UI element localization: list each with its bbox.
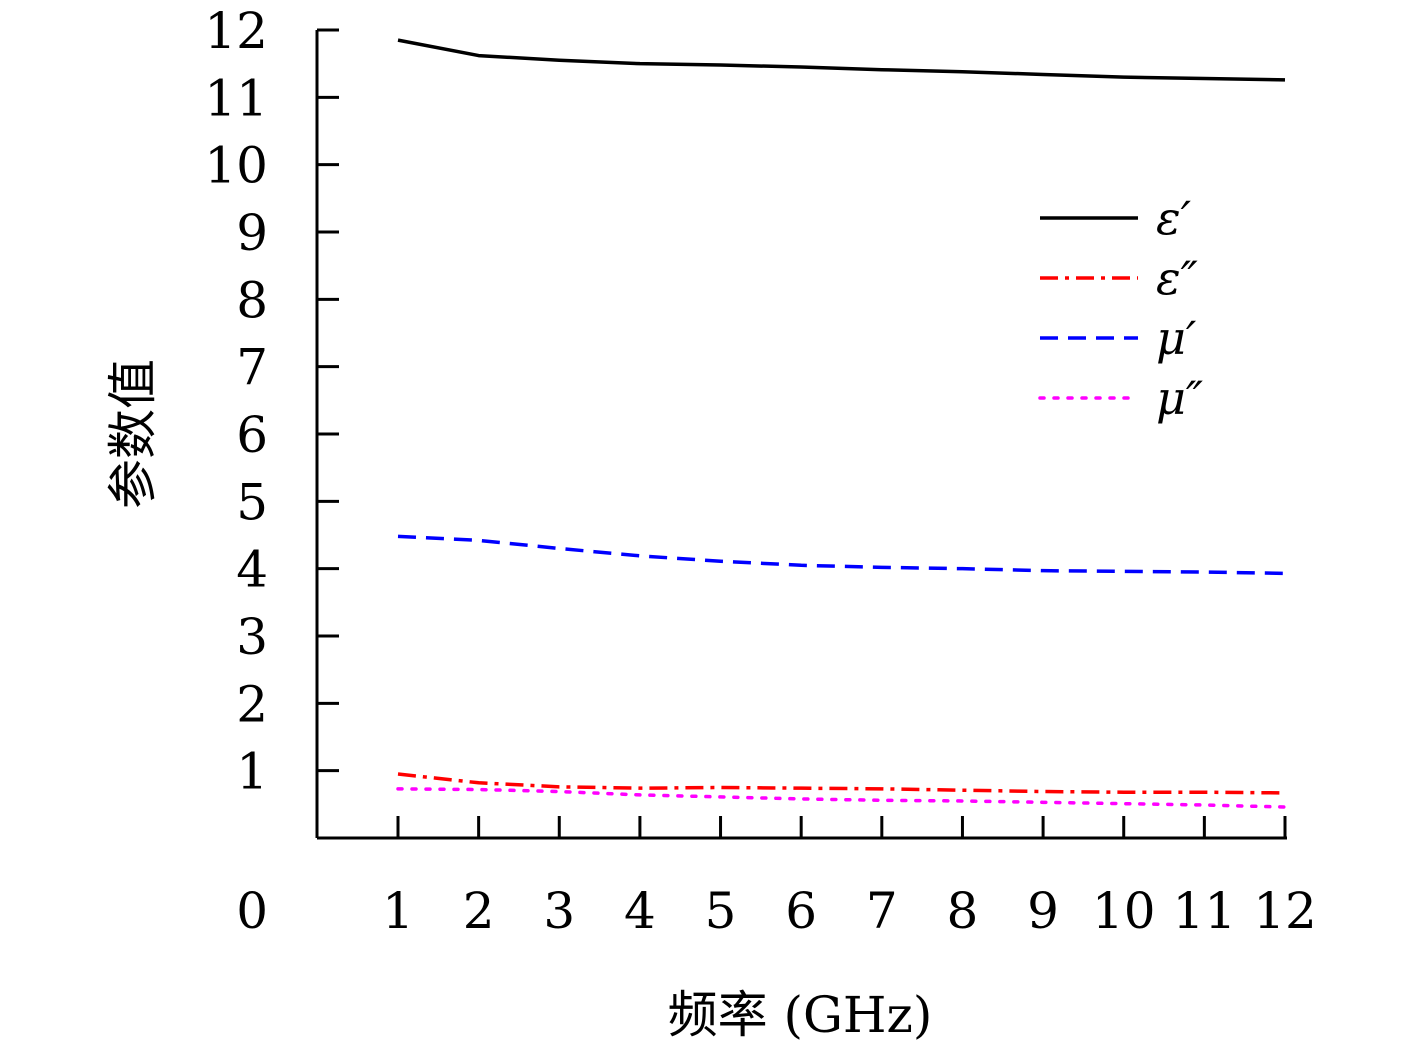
- y-tick-label: 10: [204, 137, 268, 195]
- x-tick-label: 9: [1027, 882, 1059, 940]
- x-tick-label: 5: [705, 882, 737, 940]
- series-line-1: [397, 38, 1286, 82]
- y-tick-label: 7: [236, 339, 268, 397]
- x-tick-label: 11: [1173, 882, 1237, 940]
- y-tick-label: 6: [236, 406, 268, 464]
- y-tick-label: 0: [236, 882, 268, 940]
- y-tick-label: 12: [204, 2, 268, 60]
- legend-label: ε″: [1156, 251, 1198, 305]
- y-tick-label: 4: [236, 541, 268, 599]
- series-line-2: [397, 772, 1286, 795]
- x-tick-label: 12: [1253, 882, 1317, 940]
- x-tick-label: 6: [785, 882, 817, 940]
- x-tick-label: 2: [463, 882, 495, 940]
- x-tick-label: 3: [543, 882, 575, 940]
- y-tick-label: 1: [236, 743, 268, 801]
- x-tick-label: 10: [1092, 882, 1156, 940]
- y-tick-label: 2: [236, 675, 268, 733]
- y-tick-label: 3: [236, 608, 268, 666]
- legend-label: μ′: [1156, 311, 1197, 365]
- y-tick-label: 8: [236, 271, 268, 329]
- y-tick-label: 11: [204, 69, 268, 127]
- series-line-3: [397, 534, 1286, 576]
- series-layer: [396, 38, 1287, 809]
- y-tick-label: 9: [236, 204, 268, 262]
- y-axis-title: 参数值: [104, 359, 162, 509]
- series-line-4: [396, 787, 1287, 809]
- x-tick-label: 1: [382, 882, 414, 940]
- x-tick-label: 4: [624, 882, 656, 940]
- legend-label: μ″: [1156, 371, 1203, 425]
- x-tick-label: 8: [947, 882, 979, 940]
- legend: ε′ ε″ μ′ μ″: [1038, 191, 1203, 425]
- x-axis-title: 频率 (GHz): [668, 986, 933, 1044]
- y-tick-label: 5: [236, 473, 268, 531]
- legend-label: ε′: [1156, 191, 1192, 245]
- x-tick-label: 7: [866, 882, 898, 940]
